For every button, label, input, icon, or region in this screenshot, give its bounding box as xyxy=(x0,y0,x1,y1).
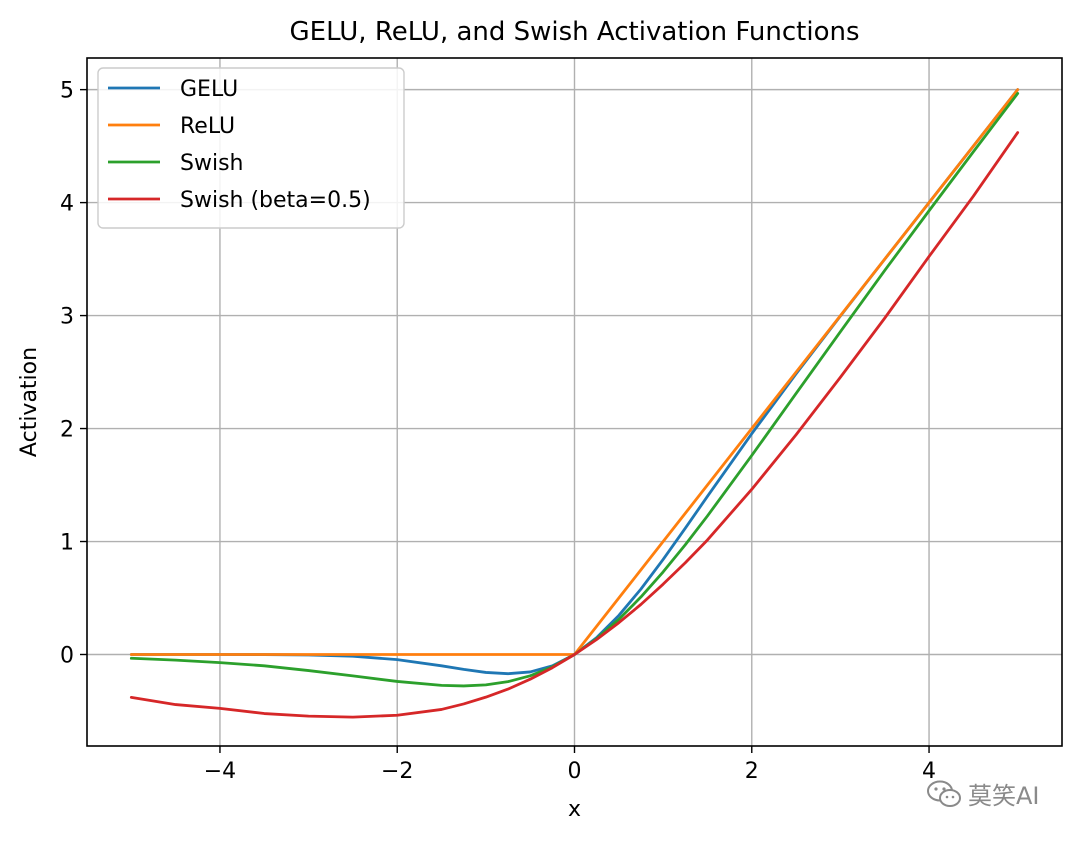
y-tick-label: 0 xyxy=(60,643,74,668)
y-tick-label: 3 xyxy=(60,305,74,330)
chart-title: GELU, ReLU, and Swish Activation Functio… xyxy=(290,17,860,47)
legend-label-0: GELU xyxy=(180,77,238,102)
y-tick-label: 5 xyxy=(60,79,74,104)
wechat-icon xyxy=(927,780,961,807)
y-tick-label: 2 xyxy=(60,418,74,443)
watermark: 莫笑AI xyxy=(926,776,1040,811)
y-tick-label: 1 xyxy=(60,531,74,556)
legend-label-2: Swish xyxy=(180,151,243,176)
x-axis-label: x xyxy=(568,797,581,822)
legend-box xyxy=(97,67,405,229)
legend: GELU ReLU Swish Swish (beta=0.5) xyxy=(97,67,405,229)
x-tick-label: −4 xyxy=(204,759,236,784)
legend-label-1: ReLU xyxy=(180,114,235,139)
x-tick-label: 2 xyxy=(745,759,759,784)
series-lines xyxy=(129,88,1020,719)
y-tick-label: 4 xyxy=(60,192,74,217)
watermark-text: 莫笑AI xyxy=(968,782,1040,810)
y-axis-label: Activation xyxy=(17,347,42,457)
x-tick-label: 4 xyxy=(922,759,936,784)
axis-ticks: −4 −2 0 2 4 0 1 2 3 4 5 xyxy=(60,79,936,784)
legend-label-3: Swish (beta=0.5) xyxy=(180,188,371,213)
series-line-3 xyxy=(129,131,1020,719)
x-tick-label: 0 xyxy=(568,759,582,784)
x-tick-label: −2 xyxy=(381,759,413,784)
